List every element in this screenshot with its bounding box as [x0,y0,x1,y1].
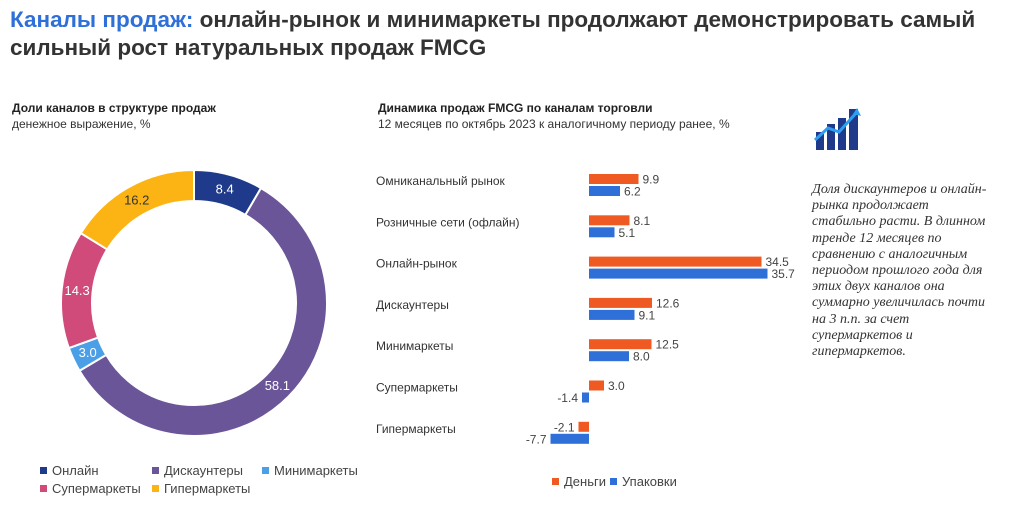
bar-label-money-5: 3.0 [608,379,625,393]
title-accent: Каналы продаж: [10,7,194,32]
category-label-0: Омниканальный рынок [376,174,506,188]
category-label-3: Дискаунтеры [376,298,449,312]
bar-label-money-1: 8.1 [634,214,651,228]
category-label-1: Розничные сети (офлайн) [376,215,519,229]
bar-label-packs-4: 8.0 [633,350,650,364]
bar-packs-4 [589,351,629,362]
bar-money-3 [589,297,652,308]
bar-label-packs-6: -7.7 [526,432,547,446]
category-label-6: Гипермаркеты [376,422,456,436]
donut-chart-subtitle: денежное выражение, % [12,117,151,131]
donut-label-discounters: 58.1 [265,378,290,393]
bar-packs-0 [589,186,620,196]
legend-supermarkets: Супермаркеты [40,481,141,496]
legend-supermarkets-label: Супермаркеты [52,481,141,496]
donut-chart-title: Доли каналов в структуре продаж [12,101,216,115]
legend-packs: Упаковки [610,474,677,489]
bar-money-5 [589,380,604,391]
bar-money-0 [589,174,639,184]
legend-discounters-label: Дискаунтеры [164,463,243,478]
bar-label-packs-3: 9.1 [639,308,656,322]
legend-money-label: Деньги [564,474,606,489]
legend-minimarkets-label: Минимаркеты [274,463,358,478]
bar-money-6 [578,421,589,432]
bar-label-packs-1: 5.1 [619,226,636,240]
bar-label-packs-2: 35.7 [772,267,796,281]
bar-packs-3 [589,309,635,320]
category-label-4: Минимаркеты [376,339,453,353]
bar-packs-5 [582,392,589,403]
page-title: Каналы продаж: онлайн-рынок и минимаркет… [10,6,1010,62]
donut-label-hypermarkets: 16.2 [124,192,149,207]
legend-hypermarkets-label: Гипермаркеты [164,481,251,496]
bar-money-4 [589,339,652,350]
legend-discounters-swatch [152,467,159,474]
donut-label-minimarkets: 3.0 [79,345,97,360]
bar-label-money-2: 34.5 [766,255,790,269]
legend-money-swatch [552,478,559,485]
legend-online: Онлайн [40,463,99,478]
legend-hypermarkets-swatch [152,485,159,492]
donut-label-supermarkets: 14.3 [64,283,89,298]
legend-online-label: Онлайн [52,463,99,478]
title-rest: онлайн-рынок и минимаркеты продолжают де… [10,7,976,60]
bar-money-2 [589,256,762,267]
legend-supermarkets-swatch [40,485,47,492]
bar-chart-subtitle: 12 месяцев по октябрь 2023 к аналогичном… [378,117,730,131]
category-label-2: Онлайн-рынок [376,257,458,271]
bar-chart-title: Динамика продаж FMCG по каналам торговли [378,101,653,115]
donut-slice-hypermarkets [79,168,195,251]
bar-chart-growth-icon [812,106,862,152]
legend-packs-label: Упаковки [622,474,677,489]
legend-money: Деньги [552,474,606,489]
legend-minimarkets-swatch [262,467,269,474]
bar-label-packs-0: 6.2 [624,185,641,199]
legend-hypermarkets: Гипермаркеты [152,481,250,496]
bar-packs-1 [589,227,615,238]
bar-packs-6 [550,433,589,444]
bar-label-money-6: -2.1 [554,420,575,434]
category-label-5: Супермаркеты [376,381,458,395]
sidebar-commentary: Доля дискаунтеров и онлайн-рынка продолж… [812,182,987,360]
legend-minimarkets: Минимаркеты [262,463,358,478]
bar-money-1 [589,215,630,226]
bar-label-money-3: 12.6 [656,296,680,310]
donut-slice-discounters [78,186,328,437]
bar-label-money-4: 12.5 [656,338,680,352]
bar-packs-2 [589,268,768,279]
bar-label-money-0: 9.9 [643,173,660,187]
legend-packs-swatch [610,478,617,485]
legend-discounters: Дискаунтеры [152,463,243,478]
bar-label-packs-5: -1.4 [557,391,578,405]
legend-online-swatch [40,467,47,474]
donut-label-online: 8.4 [216,182,234,197]
